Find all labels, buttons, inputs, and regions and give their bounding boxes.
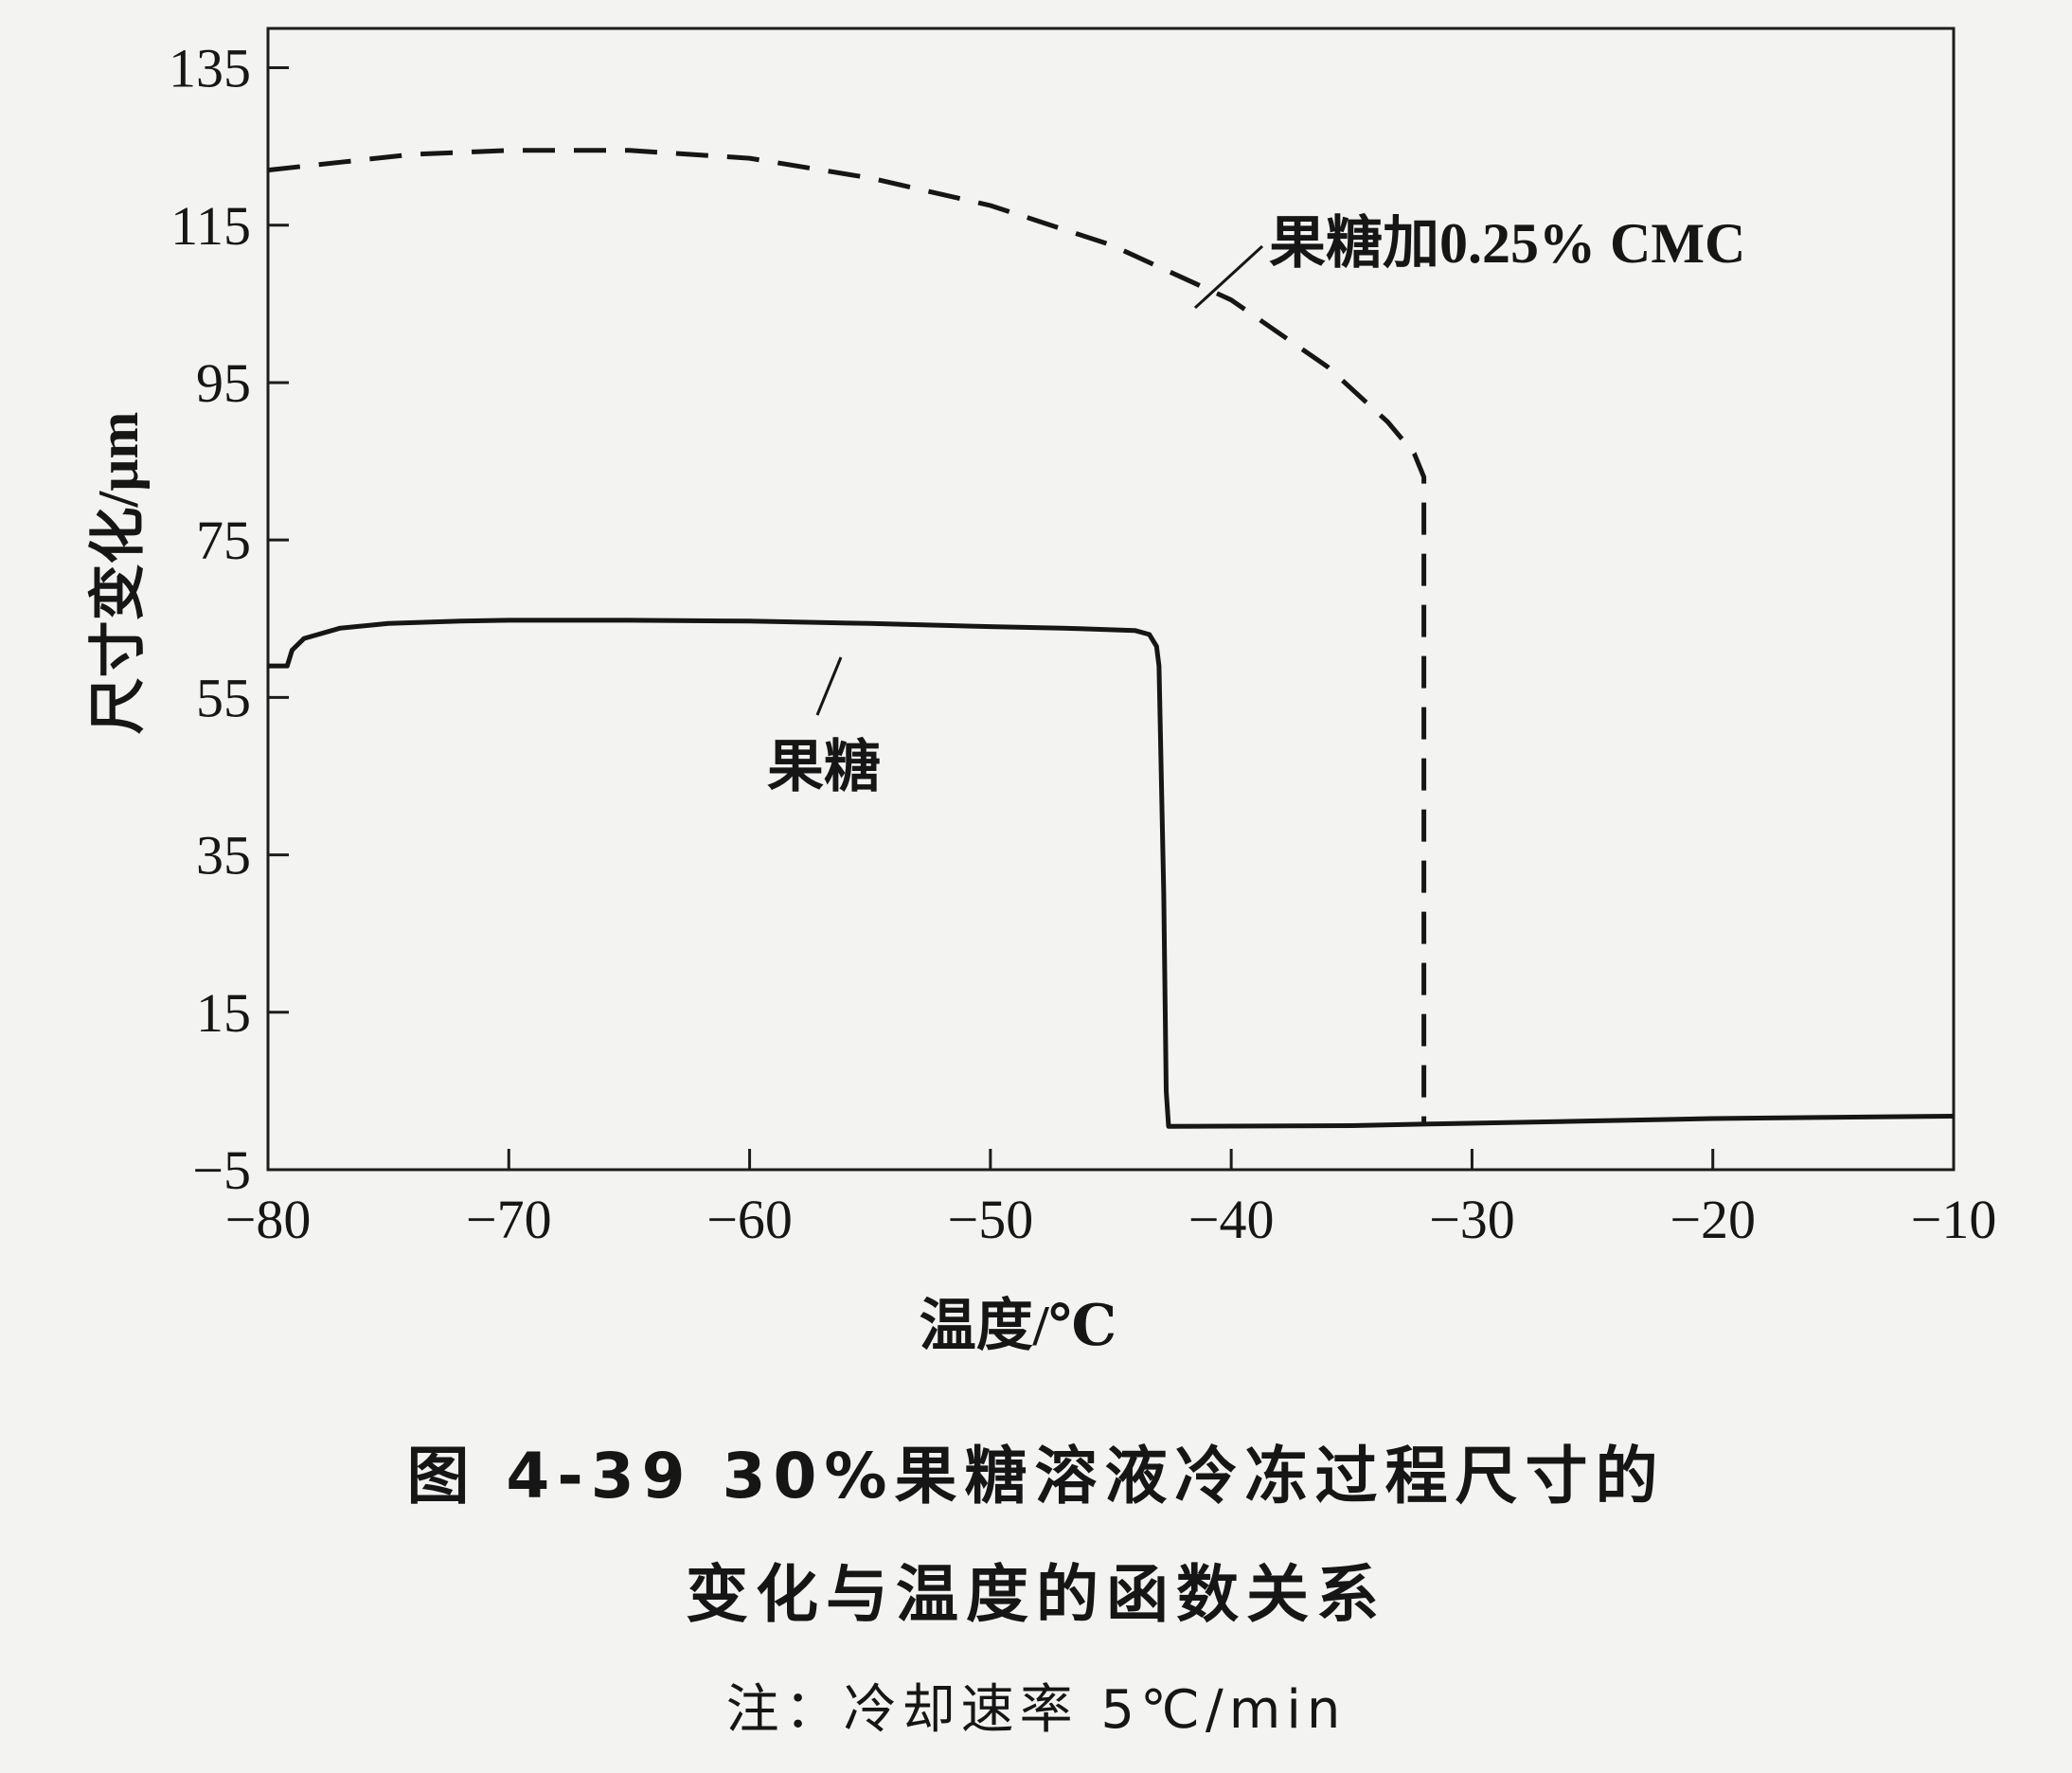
x-tick-label: −40 <box>1188 1189 1275 1250</box>
figure-caption-subtitle: 变化与温度的函数关系 <box>686 1558 1386 1631</box>
figure-caption-title: 图 4-39 30%果糖溶液冷冻过程尺寸的 <box>406 1440 1666 1513</box>
x-tick-label: −20 <box>1670 1189 1756 1250</box>
y-axis-title: 尺寸变化/μm <box>87 412 150 735</box>
figure-note: 注：冷却速率 5℃/min <box>725 1679 1347 1741</box>
chart: 135 115 95 75 55 35 15 −5−80 −70 −60 −50 −40 −30 −20 −… <box>87 27 1996 1357</box>
y-tick-label: 15 <box>196 982 251 1044</box>
y-tick-label: 135 <box>169 38 251 99</box>
x-axis-title: 温度/℃ <box>920 1295 1117 1357</box>
axis-ticks: 135 115 95 75 55 35 15 −5−80 −70 −60 −50 −40 −30 −20 −… <box>169 38 1996 1250</box>
series-line-fructose <box>268 618 1955 1129</box>
label-leader-fructose <box>815 656 843 716</box>
label-leader-fructose-cmc <box>1193 244 1264 310</box>
x-tick-label: −70 <box>466 1189 552 1250</box>
y-tick-label: 55 <box>196 667 251 728</box>
y-tick-label: 115 <box>170 195 251 257</box>
series-line-fructose-cmc <box>267 148 1427 1123</box>
plot-frame <box>266 27 1956 1172</box>
x-tick-label: −10 <box>1911 1189 1997 1250</box>
x-tick-label: −50 <box>947 1189 1033 1250</box>
x-tick-label: −60 <box>706 1189 793 1250</box>
y-tick-label: 95 <box>196 352 251 414</box>
series-label-fructose: 果糖 <box>767 736 881 798</box>
x-tick-label: −30 <box>1429 1189 1515 1250</box>
series-label-fructose-cmc: 果糖加0.25% CMC <box>1269 212 1745 275</box>
x-tick-label: −80 <box>225 1189 312 1250</box>
y-tick-label: 35 <box>196 825 251 886</box>
y-tick-label: 75 <box>196 510 251 571</box>
series-layer <box>267 148 1955 1129</box>
y-tick-label: −5 <box>192 1139 251 1201</box>
